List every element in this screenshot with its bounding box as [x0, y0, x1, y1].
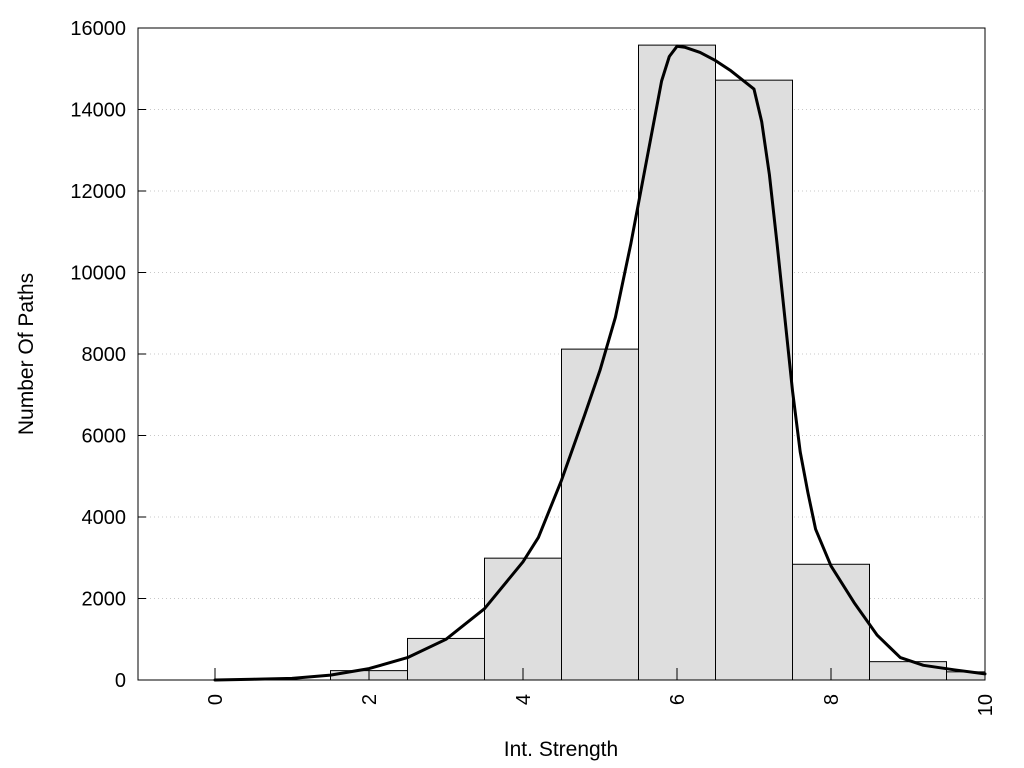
histogram-bar: [869, 661, 947, 681]
histogram-bar: [407, 637, 485, 681]
x-tick-label: 10: [975, 694, 997, 716]
fit-curve-layer: [213, 44, 987, 682]
x-tick-label: 6: [667, 694, 689, 705]
x-tick-label: 8: [821, 694, 843, 705]
y-axis-title: Number Of Paths: [15, 273, 38, 435]
y-tick-label: 6000: [82, 426, 127, 448]
y-tick-label: 8000: [82, 344, 127, 366]
x-axis-title: Int. Strength: [504, 738, 618, 761]
y-tick-label: 10000: [70, 263, 126, 285]
y-axis-ticks: 0 2000 4000 6000 8000 10000 12000 14000 16000: [70, 18, 146, 692]
y-tick-label: 16000: [70, 18, 126, 40]
histogram-bar: [792, 563, 870, 681]
y-tick-label: 2000: [82, 589, 127, 611]
fit-curve: [213, 44, 987, 682]
histogram-bar: [561, 348, 639, 681]
x-tick-label: 4: [513, 694, 535, 705]
histogram-bar: [484, 557, 562, 681]
x-tick-label: 2: [359, 694, 381, 705]
histogram-bars: [330, 44, 986, 681]
y-tick-label: 0: [115, 670, 126, 692]
y-tick-label: 4000: [82, 507, 127, 529]
x-tick-label: 0: [205, 694, 227, 705]
x-axis-ticks: 0 2 4 6 8 10: [205, 668, 997, 716]
y-tick-label: 12000: [70, 181, 126, 203]
histogram-bar: [715, 79, 793, 681]
y-tick-label: 14000: [70, 100, 126, 122]
